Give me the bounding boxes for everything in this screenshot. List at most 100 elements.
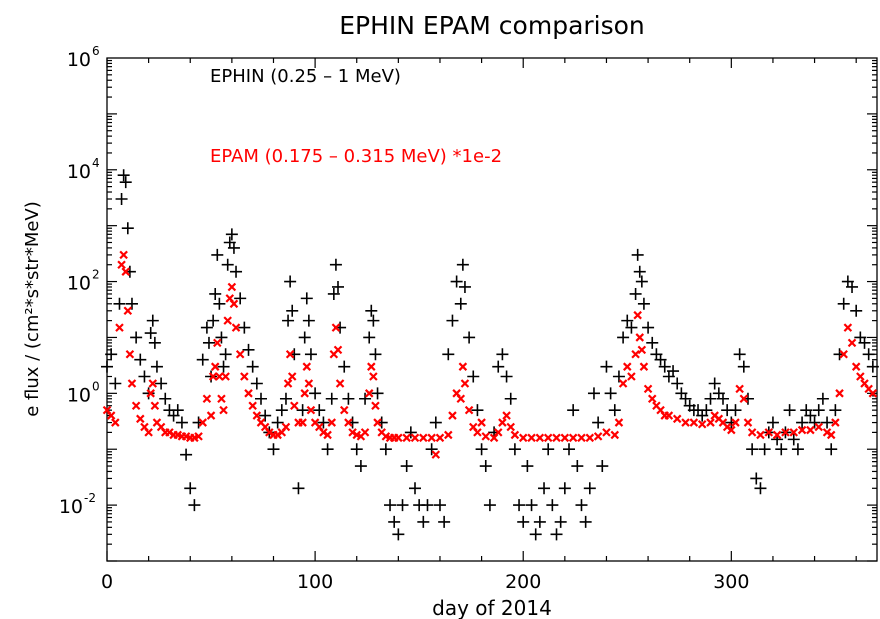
y-tick-base: 10 [67,161,91,183]
data-point [672,414,682,424]
data-point [281,422,291,432]
data-point [604,387,617,400]
data-point [535,433,545,443]
data-point [560,433,570,443]
data-point [273,430,282,440]
data-point [831,418,840,427]
data-point [211,248,224,261]
data-point [150,360,163,373]
data-point [448,411,457,420]
data-point [671,377,684,390]
data-point [427,433,436,443]
data-point [567,404,580,417]
data-point [843,323,853,332]
data-point [323,430,332,440]
data-point [533,515,546,528]
data-point [575,499,588,512]
data-point [148,336,161,349]
data-point [206,411,216,420]
data-point [637,345,647,355]
data-point [783,404,796,417]
data-point [679,392,692,405]
data-point [826,430,836,440]
data-point [513,499,526,512]
data-point [521,460,534,473]
data-point [667,365,680,378]
data-point [333,345,343,355]
data-point [689,418,699,427]
data-point [746,443,759,456]
data-point [822,428,832,437]
data-point [117,169,130,182]
data-point [111,418,120,427]
data-point [846,280,859,293]
data-point [359,392,372,405]
data-point [483,499,496,512]
data-point [207,314,220,327]
data-point [743,418,753,427]
data-point [388,515,401,528]
data-point [369,348,382,361]
data-point [758,443,771,456]
data-point [442,348,455,361]
data-point [456,258,469,271]
data-point [587,387,600,400]
data-point [134,353,147,366]
data-point [789,428,799,437]
y-tick-exponent: 6 [92,44,100,58]
data-point [460,379,470,388]
data-point [775,443,788,456]
data-point [764,428,774,437]
data-point [814,422,824,432]
data-point [109,377,122,390]
data-point [371,387,384,400]
data-point [296,404,309,417]
data-point [525,499,538,512]
y-tick-exponent: 4 [92,156,100,170]
data-point [300,292,313,305]
data-point [433,499,446,512]
data-point [331,323,341,332]
data-point [546,499,559,512]
data-point [568,433,578,443]
data-point [419,433,428,443]
data-point [458,362,468,371]
data-point [223,316,232,325]
data-point [733,348,746,361]
x-tick-label: 100 [297,571,333,593]
data-point [298,418,307,427]
legend-entry-ephin: EPHIN (0.25 – 1 MeV) [210,66,401,87]
data-point [146,314,159,327]
y-tick-base: 10 [59,496,83,518]
data-point [508,443,521,456]
data-point [279,392,292,405]
series-ephin [101,169,879,541]
data-point [344,418,353,427]
data-point [208,372,218,381]
x-tick-label: 0 [101,571,113,593]
data-point [309,387,322,400]
data-point [431,450,441,459]
x-tick-labels: 0 100 200 300 [101,571,750,593]
data-point [144,327,157,340]
data-point [837,297,850,310]
data-point [747,428,757,437]
y-tick-base: 10 [67,273,91,295]
legend-entry-epam: EPAM (0.175 – 0.315 MeV) *1e-2 [210,146,502,167]
data-point [829,404,842,417]
data-point [319,428,328,437]
data-point [244,389,253,398]
data-point [862,348,875,361]
data-point [286,304,299,317]
data-point [625,321,638,334]
data-point [543,433,553,443]
chart-title: EPHIN EPAM comparison [339,11,645,40]
data-point [456,394,466,404]
data-point [292,482,305,495]
data-point [196,353,209,366]
data-point [165,428,174,437]
data-point [727,425,736,435]
data-point [121,222,134,235]
data-point [275,404,288,417]
